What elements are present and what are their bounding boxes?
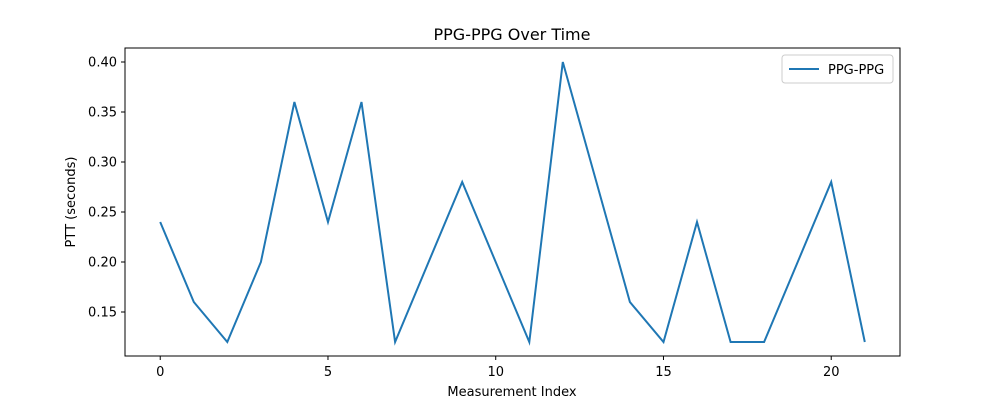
x-tick-label: 15: [655, 365, 672, 380]
data-point: [159, 221, 161, 223]
data-point: [327, 221, 329, 223]
x-tick-label: 0: [156, 365, 164, 380]
y-tick-label: 0.30: [88, 156, 117, 171]
data-point: [293, 101, 295, 103]
legend-box: [781, 54, 894, 84]
data-point: [528, 341, 530, 343]
data-point: [193, 301, 195, 303]
y-tick-label: 0.20: [88, 256, 117, 271]
x-tick-label: 20: [823, 365, 840, 380]
y-tick-label: 0.35: [88, 106, 117, 121]
data-point: [562, 61, 564, 63]
data-point: [260, 261, 262, 263]
series-layer: [159, 61, 866, 346]
data-point: [696, 221, 698, 223]
data-point: [495, 261, 497, 263]
x-tick-label: 10: [487, 365, 504, 380]
data-point: [461, 181, 463, 183]
legend: PPG-PPG: [781, 54, 894, 84]
y-tick-label: 0.15: [88, 306, 117, 321]
y-tick-label: 0.25: [88, 206, 117, 221]
data-point: [226, 341, 228, 343]
legend-label: PPG-PPG: [828, 63, 884, 78]
data-point: [763, 341, 765, 343]
y-axis-ticks: 0.15 0.20 0.25 0.30 0.35 0.40: [88, 56, 125, 321]
plot-frame: [124, 47, 901, 357]
y-axis-label: PTT (seconds): [64, 157, 79, 248]
x-axis-ticks: 0 5 10 15 20: [156, 356, 839, 380]
data-point: [428, 261, 430, 263]
series-line: [159, 61, 866, 346]
data-point: [595, 181, 597, 183]
data-point: [394, 341, 396, 343]
data-point: [730, 341, 732, 343]
data-point: [629, 301, 631, 303]
chart-title: PPG-PPG Over Time: [434, 25, 591, 44]
data-point: [662, 341, 664, 343]
data-point: [864, 341, 866, 343]
x-tick-label: 5: [324, 365, 332, 380]
x-axis-label: Measurement Index: [447, 385, 576, 400]
data-point: [361, 101, 363, 103]
plot-area: [124, 47, 901, 357]
data-point: [797, 261, 799, 263]
y-tick-label: 0.40: [88, 56, 117, 71]
data-point: [830, 181, 832, 183]
